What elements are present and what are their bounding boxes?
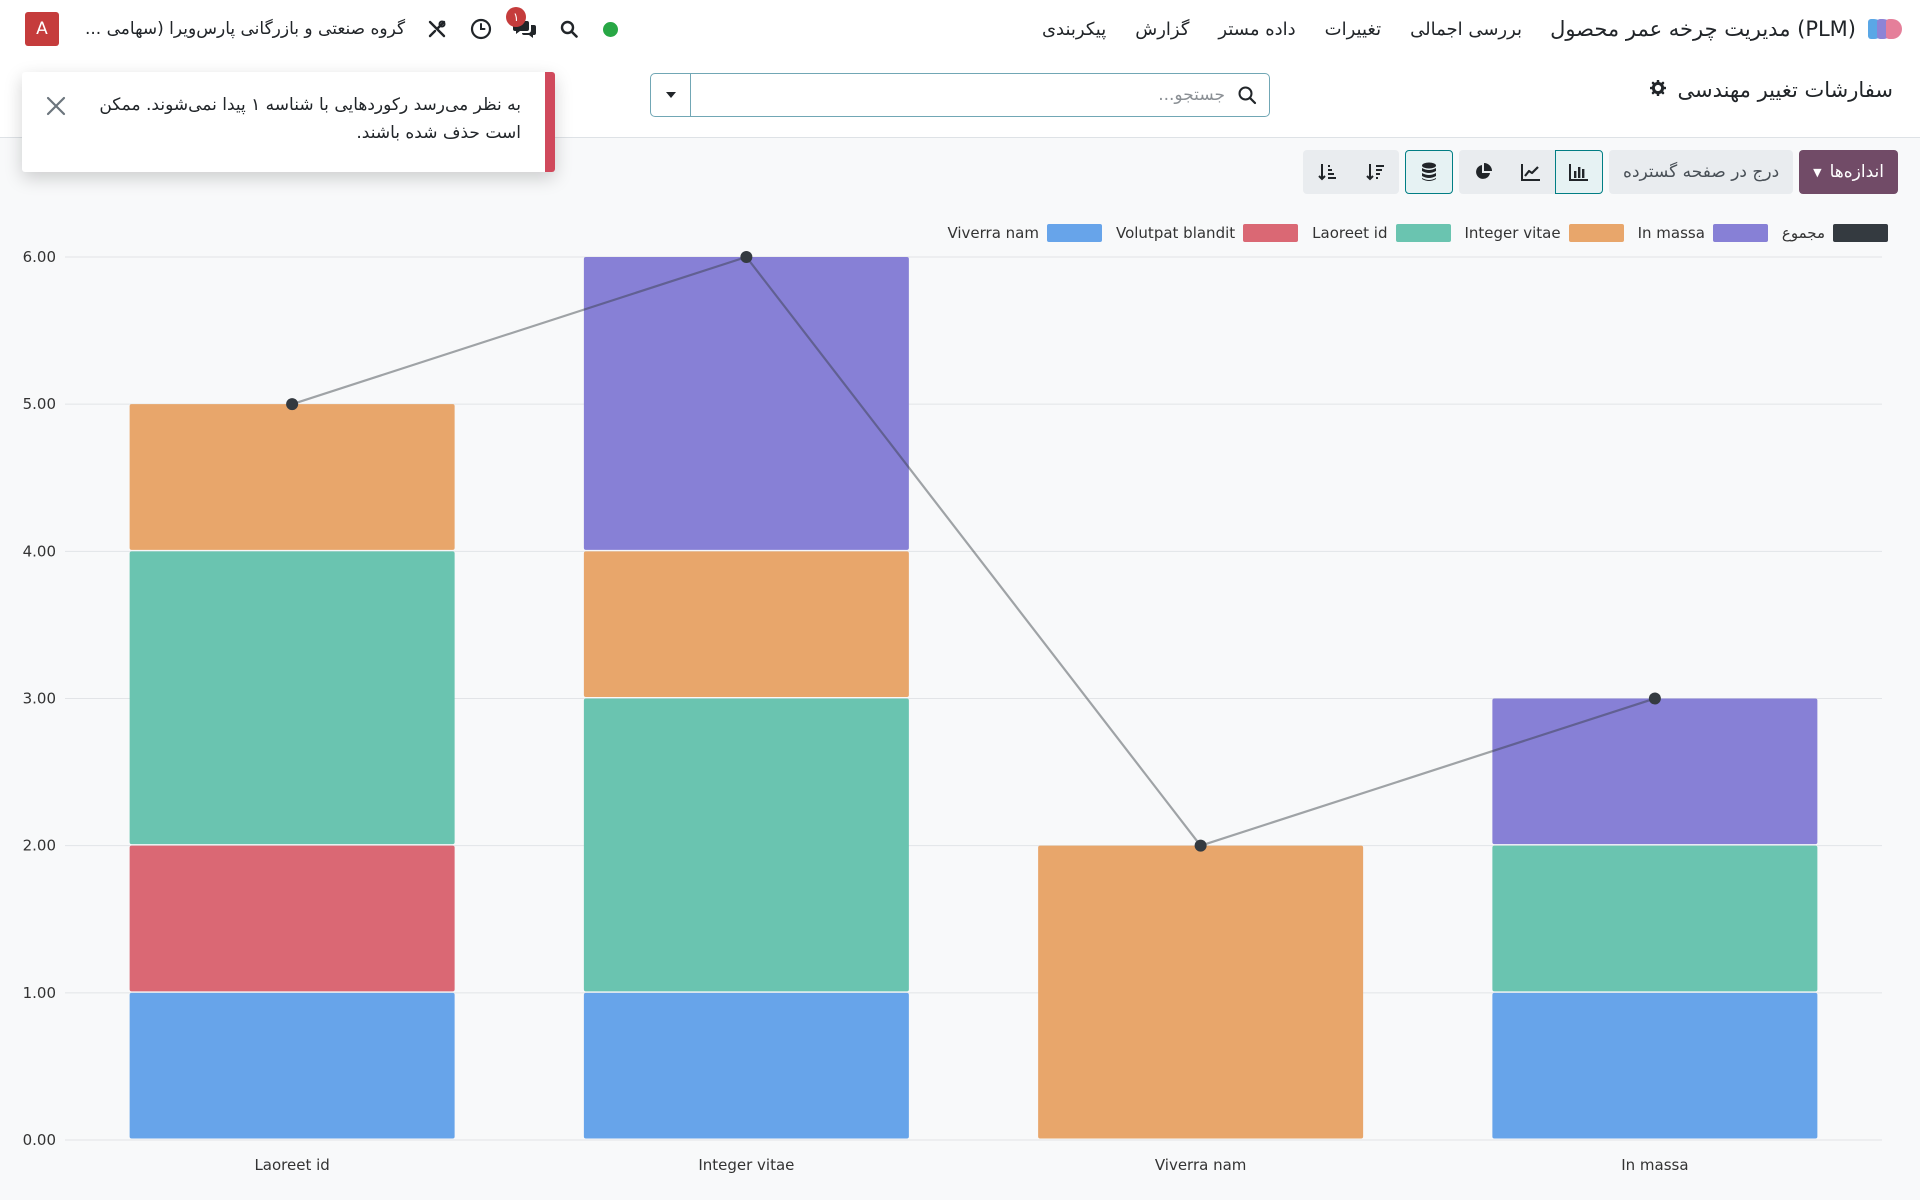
x-tick-label: Laoreet id — [254, 1156, 329, 1174]
sort-descending-button[interactable] — [1351, 150, 1400, 194]
bar-segment — [583, 698, 909, 992]
notification-message: به نظر می‌رسد رکوردهایی با شناسه ۱ پیدا … — [99, 95, 521, 143]
menu-configuration[interactable]: پیکربندی — [1041, 18, 1107, 40]
chart-legend: مجموع In massa Integer vitae Laoreet id Volu… — [933, 224, 1888, 242]
menu-master-data[interactable]: داده مستر — [1218, 18, 1296, 40]
bar-segment — [1492, 992, 1818, 1139]
caret-down-icon — [665, 92, 676, 98]
y-tick-label: 1.00 — [23, 984, 56, 1002]
sort-ascending-button[interactable] — [1303, 150, 1352, 194]
legend-label: Volutpat blandit — [1115, 224, 1236, 242]
chart-type-group — [1459, 150, 1604, 194]
menu-changes[interactable]: تغییرات — [1324, 18, 1382, 40]
app-name[interactable]: مدیریت چرخه عمر محصول (PLM) — [1550, 17, 1856, 41]
bar-segment — [583, 992, 909, 1139]
sort-descending-icon — [1366, 164, 1385, 181]
pie-chart-button[interactable] — [1459, 150, 1508, 194]
nav-left: A گروه صنعتی و بازرگانی پارس‌ویرا (سهامی… — [25, 0, 619, 58]
search-icon — [1237, 85, 1257, 109]
menu-reporting[interactable]: گزارش — [1135, 18, 1190, 40]
legend-item[interactable]: In massa — [1638, 224, 1768, 242]
measures-label: اندازه‌ها — [1829, 162, 1884, 182]
total-point — [1194, 839, 1207, 852]
total-point — [286, 398, 299, 411]
search-box — [650, 73, 1270, 117]
y-tick-label: 4.00 — [23, 542, 56, 560]
gear-icon[interactable] — [1649, 79, 1666, 100]
search-input[interactable] — [691, 75, 1269, 115]
search-icon[interactable] — [557, 17, 581, 41]
page-title: سفارشات تغییر مهندسی — [1677, 78, 1894, 102]
y-tick-label: 5.00 — [23, 395, 56, 413]
legend-item[interactable]: Volutpat blandit — [1115, 224, 1299, 242]
bar-segment — [583, 551, 909, 697]
legend-swatch — [1046, 224, 1102, 242]
y-tick-label: 3.00 — [23, 690, 56, 708]
bar-segment — [129, 845, 455, 992]
insert-in-spreadsheet-button[interactable]: درج در صفحه گسترده — [1609, 150, 1794, 194]
close-icon[interactable] — [44, 94, 68, 118]
total-point — [740, 251, 753, 263]
y-tick-label: 6.00 — [23, 248, 56, 266]
legend-swatch — [1712, 224, 1768, 242]
x-tick-label: Integer vitae — [698, 1156, 794, 1174]
legend-label: مجموع — [1781, 224, 1825, 242]
legend-label: In massa — [1637, 224, 1705, 242]
search-options-toggle[interactable] — [651, 74, 691, 116]
legend-item[interactable]: مجموع — [1782, 224, 1888, 242]
legend-swatch — [1395, 224, 1451, 242]
legend-swatch — [1243, 224, 1299, 242]
legend-item[interactable]: Integer vitae — [1465, 224, 1624, 242]
legend-label: Viverra nam — [947, 224, 1039, 242]
graph-toolbar: اندازه‌ها ▼ درج در صفحه گسترده — [1303, 150, 1898, 194]
y-tick-label: 2.00 — [23, 837, 56, 855]
bar-segment — [129, 551, 455, 845]
notification-danger-bar — [545, 72, 555, 172]
bar-segment — [129, 992, 455, 1139]
bar-segment — [583, 257, 909, 550]
caret-down-icon: ▼ — [1813, 165, 1822, 179]
stacked-bar-chart: 0.00 1.00 2.00 3.00 4.00 5.00 6.00 Laoreet id In… — [23, 248, 1882, 1174]
total-point — [1648, 692, 1661, 705]
chat-icon[interactable]: ۱ — [506, 7, 537, 41]
message-count-badge: ۱ — [506, 7, 527, 27]
sort-ascending-icon — [1318, 164, 1337, 181]
sort-group — [1303, 150, 1400, 194]
avatar[interactable]: A — [25, 12, 59, 46]
menu-overview[interactable]: بررسی اجمالی — [1410, 18, 1523, 40]
measures-dropdown-button[interactable]: اندازه‌ها ▼ — [1799, 150, 1898, 194]
legend-label: Integer vitae — [1464, 224, 1561, 242]
bar-segment — [129, 404, 455, 550]
database-stack-icon — [1422, 162, 1437, 181]
legend-swatch — [1568, 224, 1624, 242]
stacked-toggle-button[interactable] — [1405, 150, 1454, 194]
line-chart-button[interactable] — [1507, 150, 1556, 194]
top-navbar: مدیریت چرخه عمر محصول (PLM) بررسی اجمالی… — [0, 0, 1920, 58]
total-line — [291, 255, 1656, 847]
graph-view: مجموع In massa Integer vitae Laoreet id Volu… — [0, 210, 1920, 1200]
y-tick-label: 0.00 — [23, 1131, 56, 1149]
app-logo-icon[interactable] — [1866, 16, 1902, 42]
legend-swatch — [1833, 224, 1888, 242]
error-notification: به نظر می‌رسد رکوردهایی با شناسه ۱ پیدا … — [22, 72, 555, 172]
bar-segment — [1492, 845, 1818, 992]
bar-segment — [1492, 698, 1818, 845]
online-status-icon — [603, 21, 619, 37]
tools-icon[interactable] — [425, 17, 449, 41]
line-chart-icon — [1521, 164, 1541, 181]
breadcrumb: سفارشات تغییر مهندسی — [1649, 78, 1894, 102]
clock-icon[interactable] — [469, 17, 493, 41]
legend-label: Laoreet id — [1312, 224, 1388, 242]
nav-right: مدیریت چرخه عمر محصول (PLM) بررسی اجمالی… — [1013, 0, 1902, 58]
bar-chart-icon — [1569, 164, 1589, 181]
bar-chart-button[interactable] — [1555, 150, 1604, 194]
legend-item[interactable]: Laoreet id — [1312, 224, 1451, 242]
pie-chart-icon — [1476, 163, 1493, 179]
legend-item[interactable]: Viverra nam — [947, 224, 1102, 242]
x-tick-label: In massa — [1621, 1156, 1688, 1174]
company-switcher[interactable]: گروه صنعتی و بازرگانی پارس‌ویرا (سهامی .… — [85, 19, 406, 39]
x-tick-label: Viverra nam — [1155, 1156, 1247, 1174]
bar-segment — [1038, 845, 1364, 1139]
